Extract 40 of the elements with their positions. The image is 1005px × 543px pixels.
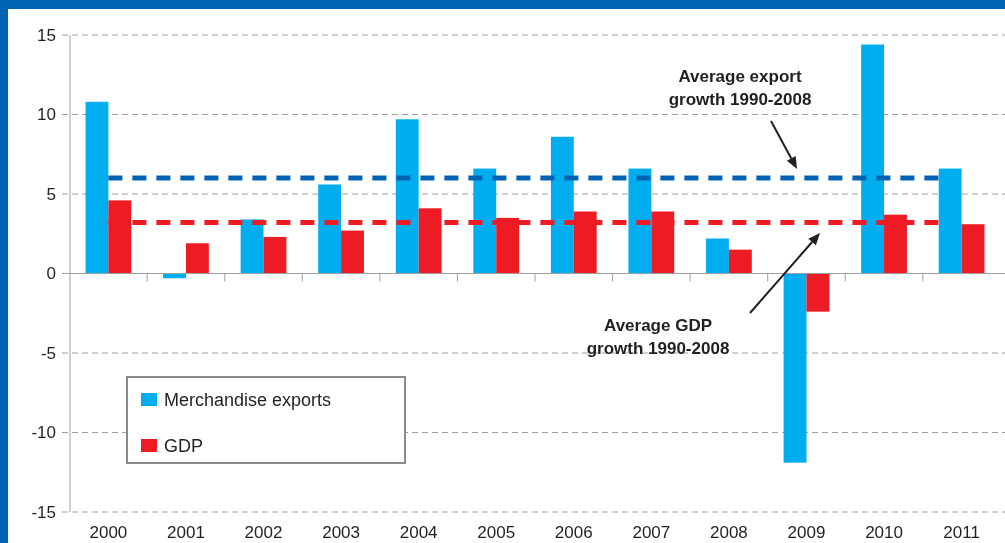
bar xyxy=(783,273,807,463)
y-tick-label: 0 xyxy=(46,264,56,284)
x-tick-label: 2003 xyxy=(322,523,360,542)
bar xyxy=(728,249,752,274)
bar xyxy=(341,230,364,274)
y-tick-label: -5 xyxy=(40,343,56,363)
y-tick-label: 10 xyxy=(37,105,56,125)
x-tick-label: 2008 xyxy=(710,523,748,542)
bar xyxy=(240,219,264,274)
bar xyxy=(185,243,209,274)
x-tick-label: 2002 xyxy=(244,523,283,542)
bar xyxy=(628,168,652,274)
bar xyxy=(395,119,419,274)
y-tick-label: -10 xyxy=(31,423,56,443)
x-tick-label: 2011 xyxy=(943,523,980,542)
x-tick-label: 2009 xyxy=(787,523,826,542)
bar xyxy=(550,136,574,274)
x-tick-label: 2005 xyxy=(477,523,516,542)
x-tick-label: 2007 xyxy=(632,523,671,542)
x-tick-label: 2010 xyxy=(865,523,903,542)
bar xyxy=(806,273,830,312)
y-tick-label: 15 xyxy=(37,25,56,45)
x-tick-label: 2001 xyxy=(167,523,205,542)
bar xyxy=(861,44,885,274)
x-tick-label: 2000 xyxy=(89,523,128,542)
bar xyxy=(961,224,985,274)
x-tick-label: 2004 xyxy=(399,523,438,542)
bar xyxy=(85,101,109,274)
legend-label: GDP xyxy=(164,436,204,456)
bar xyxy=(263,236,287,274)
legend-label: Merchandise exports xyxy=(164,390,332,410)
annotation: Average GDP growth 1990-2008 xyxy=(586,316,730,358)
y-tick-label: -15 xyxy=(31,502,56,522)
x-tick-label: 2006 xyxy=(554,523,593,542)
annotation: Average export growth 1990-2008 xyxy=(668,67,812,109)
bar xyxy=(318,184,342,274)
y-tick-label: 5 xyxy=(46,184,56,204)
bar xyxy=(706,238,729,274)
bar xyxy=(473,168,497,274)
bar xyxy=(938,168,962,274)
